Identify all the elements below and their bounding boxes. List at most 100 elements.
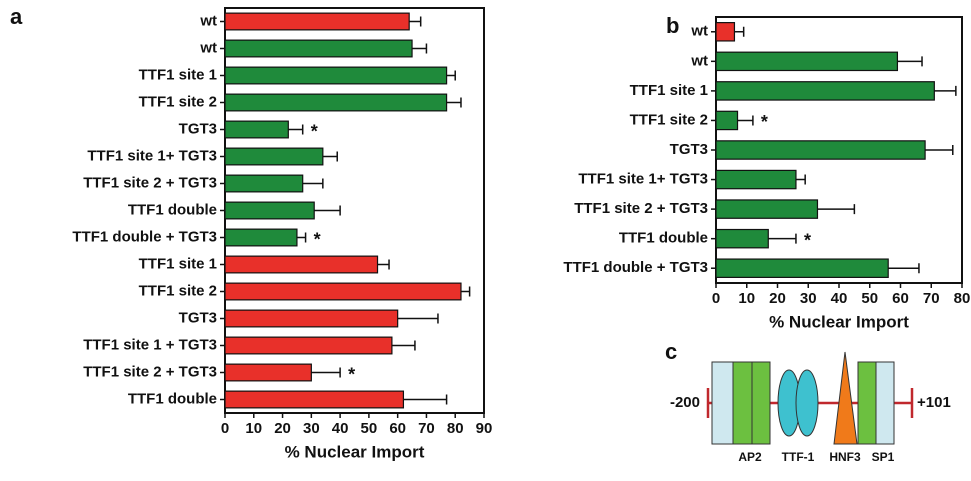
bar (715, 81, 935, 101)
panel-label: b (666, 13, 679, 38)
y-tick-label: TTF1 site 1 (139, 66, 217, 83)
y-tick-label: TGT3 (179, 309, 217, 326)
bar (715, 169, 797, 190)
y-tick-label: TTF1 site 1 + TGT3 (83, 336, 217, 353)
error-bar (888, 263, 920, 274)
x-tick-label: 60 (892, 290, 909, 307)
y-tick-label: TGT3 (179, 120, 217, 137)
bar (224, 66, 448, 85)
error-bar (302, 178, 324, 189)
y-tick-label: wt (690, 23, 708, 40)
annotation: * (314, 229, 321, 249)
x-tick-label: 20 (274, 420, 291, 437)
bar (224, 12, 410, 31)
y-tick-label: TTF1 site 2 + TGT3 (83, 174, 217, 191)
error-bar (391, 340, 416, 351)
bar (715, 199, 819, 219)
bar (224, 93, 448, 112)
y-tick-label: TTF1 site 2 + TGT3 (574, 200, 708, 217)
error-bar (377, 259, 390, 270)
x-tick-label: 50 (361, 420, 378, 437)
error-bar (397, 313, 439, 324)
hnf3-triangle (833, 351, 858, 445)
y-tick-label: TTF1 double + TGT3 (72, 228, 217, 245)
error-bar (311, 367, 341, 378)
y-tick-label: TTF1 double (619, 230, 708, 247)
bar (224, 39, 413, 58)
y-tick-label: TTF1 site 1 (139, 255, 217, 272)
x-tick-label: 10 (245, 420, 262, 437)
error-bar (288, 124, 304, 135)
bar (224, 147, 324, 166)
bar (224, 336, 393, 355)
bar (715, 22, 736, 42)
element-label: TTF-1 (782, 450, 815, 464)
y-tick-label: TTF1 double + TGT3 (563, 259, 708, 276)
bar (224, 309, 399, 328)
annotation: * (804, 230, 811, 250)
panel-label: c (665, 339, 677, 364)
error-bar (737, 115, 754, 126)
x-axis-title: % Nuclear Import (285, 442, 425, 461)
y-tick-label: wt (690, 52, 708, 69)
bar (224, 390, 405, 409)
x-tick-label: 70 (923, 290, 940, 307)
bar (224, 120, 289, 139)
y-tick-label: TTF1 site 2 (139, 282, 217, 299)
x-tick-label: 20 (769, 290, 786, 307)
x-tick-label: 90 (476, 420, 493, 437)
bar (715, 51, 899, 72)
error-bar (897, 56, 923, 67)
x-tick-label: 10 (738, 290, 755, 307)
error-bar (768, 233, 797, 244)
end-label: +101 (917, 394, 951, 411)
bar (715, 110, 739, 131)
y-tick-label: TGT3 (670, 141, 708, 158)
y-tick-label: TTF1 double (128, 201, 217, 218)
panel-label: a (10, 4, 23, 29)
x-tick-label: 0 (712, 290, 720, 307)
bar (715, 258, 889, 278)
y-tick-label: TTF1 site 2 (630, 111, 708, 128)
error-bar (817, 204, 856, 215)
start-label: -200 (670, 394, 700, 411)
bar (224, 228, 298, 247)
element-label: AP2 (738, 450, 762, 464)
bar (715, 140, 926, 160)
error-bar (314, 205, 341, 216)
y-tick-label: TTF1 double (128, 390, 217, 407)
x-tick-label: 30 (800, 290, 817, 307)
error-bar (460, 286, 471, 297)
element-label: HNF3 (829, 450, 861, 464)
y-tick-label: TTF1 site 1+ TGT3 (87, 147, 217, 164)
y-tick-label: TTF1 site 2 (139, 93, 217, 110)
x-tick-label: 30 (303, 420, 320, 437)
error-bar (446, 70, 456, 81)
error-bar (934, 85, 957, 96)
x-tick-label: 50 (861, 290, 878, 307)
error-bar (403, 394, 448, 405)
box (857, 361, 877, 445)
x-axis-title: % Nuclear Import (769, 312, 909, 331)
x-tick-label: 40 (332, 420, 349, 437)
error-bar (925, 145, 954, 155)
box (711, 361, 734, 445)
bar (715, 228, 769, 249)
x-tick-label: 80 (447, 420, 464, 437)
y-tick-label: wt (199, 39, 217, 56)
error-bar (446, 97, 462, 108)
error-bar (322, 151, 338, 162)
x-tick-label: 80 (954, 290, 971, 307)
bar (224, 201, 315, 220)
error-bar (296, 232, 307, 243)
x-tick-label: 0 (221, 420, 229, 437)
diagram: c -200 +101 AP2 TTF-1 HNF3 SP1 (665, 339, 951, 464)
error-bar (412, 43, 428, 54)
error-bar (734, 26, 745, 37)
x-tick-label: 70 (418, 420, 435, 437)
y-tick-label: TTF1 site 1 (630, 82, 708, 99)
x-tick-label: 60 (389, 420, 406, 437)
annotation: * (761, 112, 768, 132)
sp1-box (875, 361, 895, 445)
